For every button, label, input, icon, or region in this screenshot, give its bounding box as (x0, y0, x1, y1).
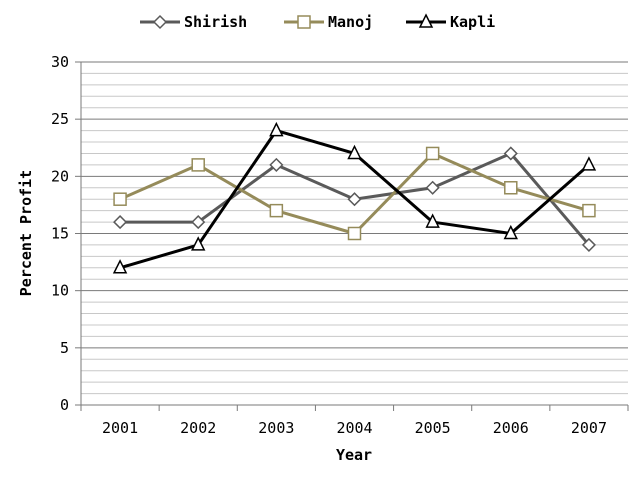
point-manoj (269, 203, 284, 218)
y-tick-label: 30 (51, 53, 69, 71)
point-shirish (191, 215, 206, 230)
series-lines (112, 121, 597, 274)
y-tick-labels: 0 5 10 15 20 25 30 (51, 53, 69, 414)
point-kapli (112, 259, 128, 274)
point-manoj (425, 146, 440, 161)
legend-item-shirish: Shirish (140, 13, 247, 31)
x-axis-title: Year (336, 446, 372, 464)
y-axis-title: Percent Profit (17, 170, 35, 296)
point-manoj (347, 226, 362, 241)
point-manoj (582, 203, 596, 218)
legend-item-kapli: Kapli (406, 13, 495, 31)
x-tick-label: 2005 (415, 419, 451, 437)
legend-label-manoj: Manoj (328, 13, 373, 31)
series-manoj (113, 146, 596, 241)
legend-marker-kapli (418, 13, 434, 28)
legend-marker-shirish (152, 14, 168, 30)
point-kapli (347, 144, 362, 160)
point-kapli (425, 213, 440, 228)
x-tick-label: 2001 (102, 419, 138, 437)
legend: Shirish Manoj Kapli (140, 13, 495, 31)
axes (75, 61, 629, 411)
point-manoj (191, 158, 205, 172)
y-tick-label: 0 (60, 396, 69, 414)
x-tick-label: 2006 (493, 419, 529, 437)
x-tick-labels: 2001 2002 2003 2004 2005 2006 2007 (102, 419, 607, 437)
y-tick-label: 20 (51, 167, 69, 185)
x-tick-label: 2007 (571, 419, 607, 437)
legend-item-manoj: Manoj (284, 13, 373, 31)
y-tick-label: 5 (60, 339, 69, 357)
legend-marker-manoj (297, 15, 311, 29)
point-shirish (347, 192, 362, 207)
point-kapli (269, 121, 284, 137)
series-kapli (112, 121, 597, 274)
point-shirish (503, 146, 518, 161)
legend-label-shirish: Shirish (184, 13, 247, 31)
point-shirish (113, 215, 128, 230)
point-shirish (269, 157, 284, 172)
point-manoj (504, 181, 518, 195)
y-tick-label: 10 (51, 282, 69, 300)
point-kapli (503, 224, 518, 240)
x-tick-label: 2003 (258, 419, 294, 437)
legend-label-kapli: Kapli (450, 13, 495, 31)
x-tick-label: 2002 (180, 419, 216, 437)
point-shirish (425, 180, 440, 195)
y-tick-label: 15 (51, 225, 69, 243)
x-tick-label: 2004 (336, 419, 372, 437)
point-kapli (581, 156, 597, 171)
y-tick-label: 25 (51, 110, 69, 128)
point-shirish (581, 237, 596, 252)
point-manoj (113, 192, 127, 206)
point-kapli (191, 236, 206, 251)
series-shirish (113, 146, 596, 252)
